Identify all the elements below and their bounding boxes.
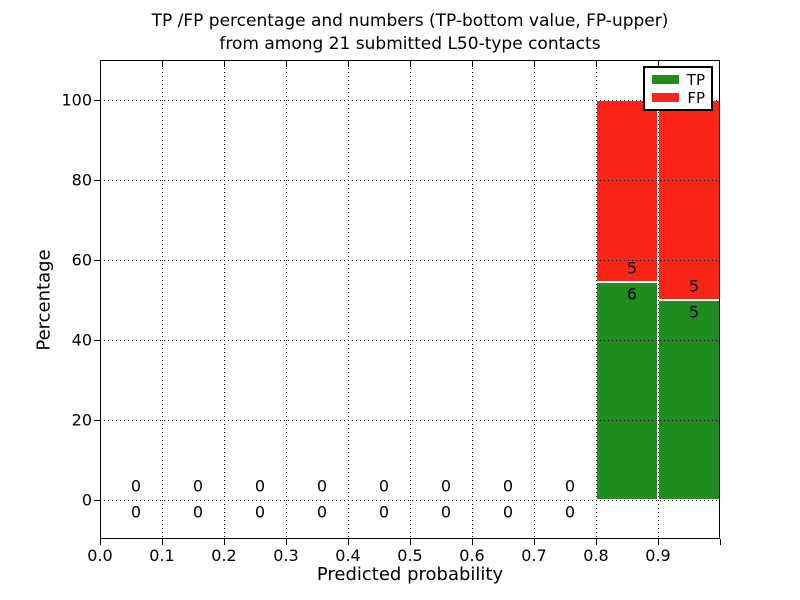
tp-count-label: 0: [502, 502, 514, 522]
fp-count-label: 0: [130, 476, 142, 496]
tp-count-label: 0: [564, 502, 576, 522]
x-tick-mark-top: [534, 61, 535, 67]
tp-count-label: 0: [316, 502, 328, 522]
chart-title-line1: TP /FP percentage and numbers (TP-bottom…: [151, 11, 669, 31]
x-tick-mark: [472, 539, 473, 545]
x-tick-label: 0.7: [521, 546, 547, 565]
y-tick-mark: [94, 420, 100, 421]
legend-entry-tp: TP: [645, 70, 711, 89]
y-tick-label: 80: [71, 170, 92, 190]
y-tick-label: 40: [71, 330, 92, 350]
fp-color-swatch: [652, 93, 679, 102]
x-tick-label: 0.5: [397, 546, 423, 565]
gridline-vertical: [410, 60, 411, 539]
tp-count-label: 0: [378, 502, 390, 522]
fp-count-label: 5: [688, 276, 700, 296]
x-tick-mark-top: [658, 61, 659, 67]
tp-count-label: 5: [688, 302, 700, 322]
fp-count-label: 0: [254, 476, 266, 496]
x-tick-mark: [162, 539, 163, 545]
chart-title: TP /FP percentage and numbers (TP-bottom…: [100, 10, 720, 56]
gridline-vertical: [348, 60, 349, 539]
legend-label-tp: TP: [686, 70, 705, 89]
y-tick-mark: [94, 500, 100, 501]
y-tick-mark: [94, 180, 100, 181]
chart-title-line2: from among 21 submitted L50-type contact…: [219, 34, 601, 54]
x-tick-mark: [658, 539, 659, 545]
fp-count-label: 0: [564, 476, 576, 496]
gridline-vertical: [534, 60, 535, 539]
x-tick-mark-top: [224, 61, 225, 67]
x-tick-label: 0.2: [211, 546, 237, 565]
y-tick-mark: [94, 100, 100, 101]
x-tick-mark: [720, 539, 721, 545]
x-tick-mark-top: [348, 61, 349, 67]
legend-label-fp: FP: [687, 88, 705, 107]
fp-count-label: 5: [626, 258, 638, 278]
gridline-vertical: [286, 60, 287, 539]
x-tick-mark-top: [596, 61, 597, 67]
y-tick-label: 0: [81, 490, 92, 510]
fp-count-label: 0: [316, 476, 328, 496]
x-tick-label: 0.8: [583, 546, 609, 565]
gridline-vertical: [472, 60, 473, 539]
x-tick-mark: [224, 539, 225, 545]
x-tick-mark-top: [410, 61, 411, 67]
x-tick-label: 0.6: [459, 546, 485, 565]
fp-count-label: 0: [502, 476, 514, 496]
tp-count-label: 0: [192, 502, 204, 522]
plot-area-border: [100, 60, 720, 539]
x-tick-mark-top: [472, 61, 473, 67]
x-axis-label: Predicted probability: [316, 564, 504, 585]
tp-bar-segment: [596, 282, 658, 500]
x-tick-label: 0.9: [645, 546, 671, 565]
gridline-vertical: [658, 60, 659, 539]
x-tick-label: 0.3: [273, 546, 299, 565]
legend: TP FP: [643, 66, 713, 111]
fp-count-label: 0: [192, 476, 204, 496]
y-tick-mark: [94, 340, 100, 341]
fp-count-label: 0: [378, 476, 390, 496]
legend-entry-fp: FP: [645, 88, 711, 107]
x-tick-mark: [348, 539, 349, 545]
tp-count-label: 0: [254, 502, 266, 522]
x-tick-mark: [410, 539, 411, 545]
x-tick-label: 0.1: [149, 546, 175, 565]
tp-count-label: 0: [440, 502, 452, 522]
x-tick-mark: [534, 539, 535, 545]
x-tick-label: 0.0: [87, 546, 113, 565]
gridline-vertical: [596, 60, 597, 539]
gridline-vertical: [162, 60, 163, 539]
tp-count-label: 6: [626, 284, 638, 304]
x-tick-mark: [286, 539, 287, 545]
x-tick-mark: [100, 539, 101, 545]
x-tick-mark-top: [162, 61, 163, 67]
y-tick-label: 100: [61, 90, 92, 110]
gridline-vertical: [224, 60, 225, 539]
y-tick-label: 60: [71, 250, 92, 270]
x-tick-mark-top: [286, 61, 287, 67]
tp-count-label: 0: [130, 502, 142, 522]
y-tick-label: 20: [71, 410, 92, 430]
fp-count-label: 0: [440, 476, 452, 496]
y-tick-mark: [94, 260, 100, 261]
x-tick-label: 0.4: [335, 546, 361, 565]
tp-color-swatch: [652, 75, 679, 84]
x-tick-mark: [596, 539, 597, 545]
